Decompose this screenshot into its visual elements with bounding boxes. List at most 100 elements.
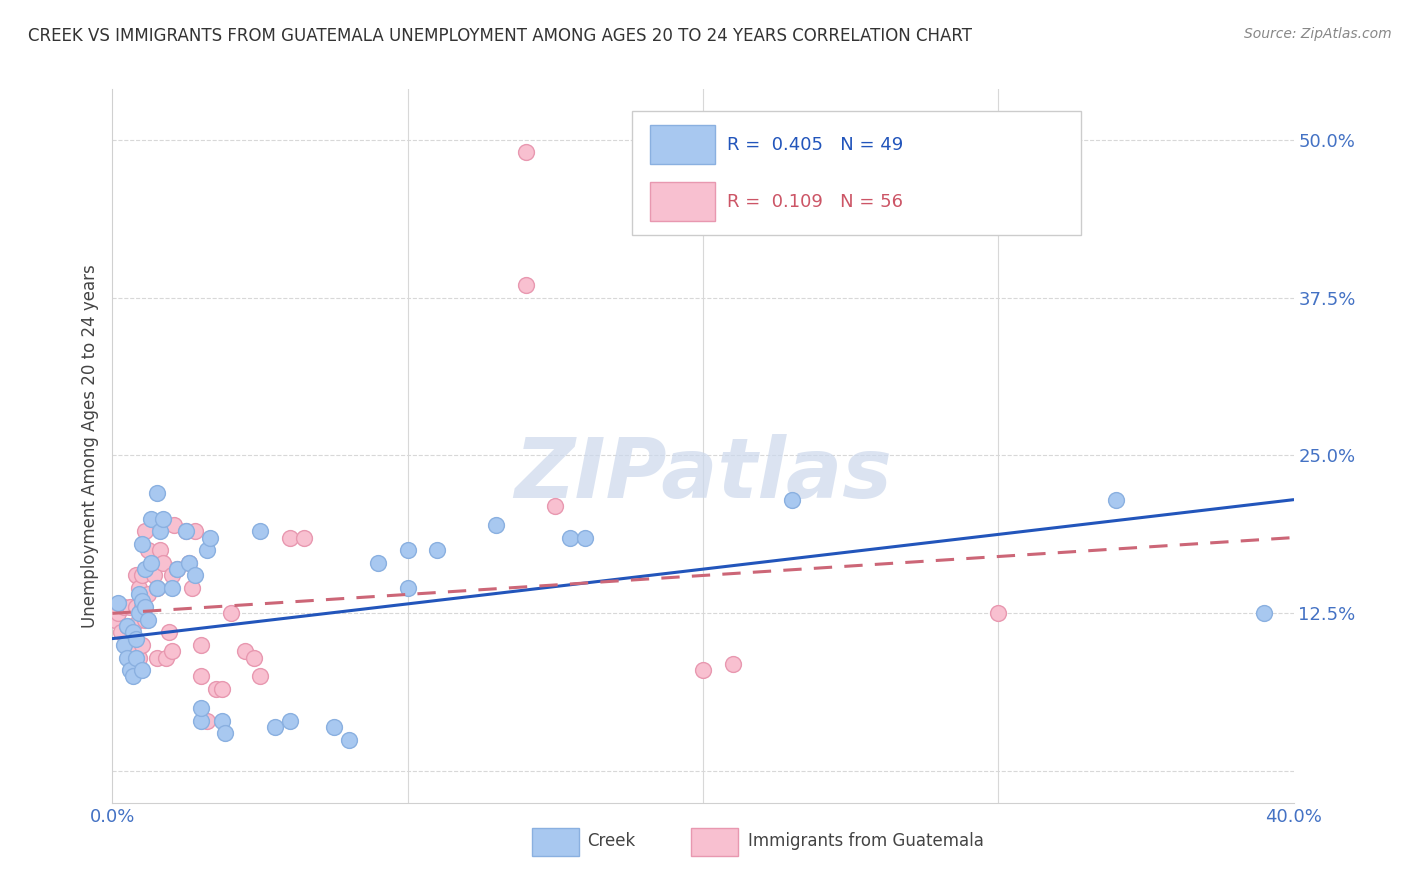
Point (152, 556, 174, 570)
Point (131, 537, 153, 551)
Point (1105, 492, 1128, 507)
Point (146, 650, 169, 665)
Y-axis label: Unemployment Among Ages 20 to 24 years: Unemployment Among Ages 20 to 24 years (82, 264, 100, 628)
Bar (650, 125, 714, 164)
Point (160, 644, 183, 658)
Point (128, 650, 150, 665)
Point (544, 499, 567, 513)
Text: R =  0.405   N = 49: R = 0.405 N = 49 (727, 136, 903, 153)
Point (181, 581, 204, 595)
Point (198, 531, 221, 545)
Point (146, 581, 169, 595)
Text: R =  0.109   N = 56: R = 0.109 N = 56 (727, 193, 903, 211)
Point (125, 632, 148, 646)
Point (278, 714, 301, 728)
Bar (531, 828, 579, 856)
Point (190, 714, 212, 728)
Point (515, 277, 537, 292)
Point (163, 517, 186, 532)
Point (323, 720, 346, 734)
Point (233, 644, 256, 658)
Point (155, 650, 177, 665)
Point (174, 524, 197, 539)
Point (117, 650, 138, 665)
Point (174, 524, 197, 539)
Point (337, 732, 360, 747)
Point (149, 543, 172, 558)
Point (485, 517, 508, 532)
Point (278, 531, 301, 545)
Point (107, 607, 129, 621)
Point (122, 669, 145, 683)
Point (249, 669, 271, 683)
Point (125, 663, 148, 677)
Point (120, 600, 142, 615)
FancyBboxPatch shape (633, 111, 1081, 235)
Point (243, 650, 266, 665)
Point (128, 587, 150, 601)
Point (264, 720, 287, 734)
Point (128, 607, 150, 621)
Point (131, 663, 153, 677)
Point (558, 531, 582, 545)
Point (122, 638, 145, 652)
Point (122, 619, 145, 633)
Point (152, 511, 174, 525)
Text: CREEK VS IMMIGRANTS FROM GUATEMALA UNEMPLOYMENT AMONG AGES 20 TO 24 YEARS CORREL: CREEK VS IMMIGRANTS FROM GUATEMALA UNEMP… (28, 27, 972, 45)
Point (179, 556, 201, 570)
Point (117, 638, 138, 652)
Point (128, 613, 150, 627)
Text: Creek: Creek (588, 832, 636, 850)
Point (692, 663, 714, 677)
Point (184, 524, 207, 539)
Point (195, 714, 218, 728)
Point (190, 701, 212, 715)
Point (104, 613, 127, 627)
Point (120, 650, 142, 665)
Point (125, 568, 148, 582)
Point (1253, 607, 1275, 621)
Point (125, 600, 148, 615)
Point (136, 587, 159, 601)
Point (134, 613, 156, 627)
Point (219, 607, 242, 621)
Point (136, 543, 159, 558)
Point (134, 600, 156, 615)
Point (131, 600, 153, 615)
Text: ZIPatlas: ZIPatlas (515, 434, 891, 515)
Point (131, 568, 153, 582)
Point (211, 682, 233, 697)
Point (107, 596, 129, 610)
Point (134, 524, 156, 539)
Point (205, 682, 228, 697)
Point (574, 531, 596, 545)
Point (110, 625, 132, 640)
Point (136, 613, 159, 627)
Point (139, 556, 162, 570)
Point (179, 556, 201, 570)
Point (721, 657, 744, 671)
Point (125, 650, 148, 665)
Point (367, 556, 389, 570)
Point (117, 619, 138, 633)
Point (515, 145, 537, 160)
Point (166, 562, 188, 576)
Point (112, 600, 135, 615)
Point (128, 581, 150, 595)
Point (292, 531, 315, 545)
Point (146, 486, 169, 500)
Point (987, 607, 1010, 621)
Point (122, 625, 145, 640)
Point (190, 669, 212, 683)
Point (139, 562, 162, 576)
Point (131, 593, 153, 607)
Point (214, 726, 236, 740)
Point (166, 562, 188, 576)
Point (190, 638, 212, 652)
Text: Immigrants from Guatemala: Immigrants from Guatemala (748, 832, 984, 850)
Text: Source: ZipAtlas.com: Source: ZipAtlas.com (1244, 27, 1392, 41)
Point (139, 511, 162, 525)
Bar (650, 182, 714, 221)
Point (780, 492, 803, 507)
Point (142, 568, 165, 582)
